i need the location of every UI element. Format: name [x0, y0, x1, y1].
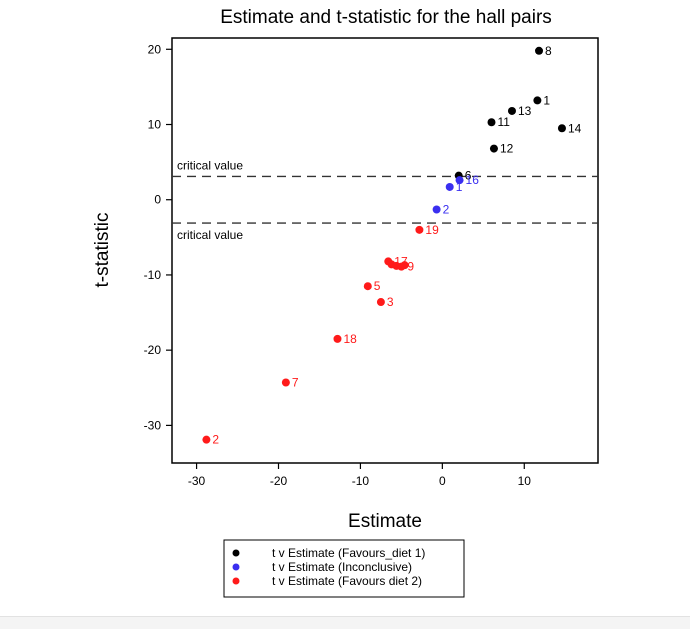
critical-value-label: critical value: [177, 228, 243, 242]
point-label: 9: [407, 260, 414, 274]
y-tick-label: -20: [144, 343, 162, 357]
legend-entry: t v Estimate (Inconclusive): [272, 560, 412, 574]
y-tick-label: -10: [144, 268, 162, 282]
data-point: [535, 46, 544, 55]
y-tick-label: 10: [148, 118, 162, 132]
data-point: [489, 144, 498, 153]
legend-marker: [232, 549, 240, 557]
point-label: 18: [343, 332, 357, 346]
data-point: [445, 182, 454, 191]
point-label: 7: [292, 376, 299, 390]
point-label: 6: [465, 169, 472, 183]
legend-entry: t v Estimate (Favours diet 2): [272, 574, 422, 588]
legend-entry: t v Estimate (Favours_diet 1): [272, 546, 425, 560]
x-tick-label: -30: [188, 474, 206, 488]
point-label: 1: [456, 180, 463, 194]
critical-value-label: critical value: [177, 158, 243, 172]
x-tick-label: 0: [439, 474, 446, 488]
data-point: [507, 106, 516, 115]
data-point: [415, 225, 424, 234]
data-point: [202, 435, 211, 444]
point-label: 19: [425, 223, 439, 237]
data-point: [533, 96, 542, 105]
data-point: [281, 378, 290, 387]
point-label: 11: [498, 115, 511, 129]
x-tick-label: -10: [352, 474, 370, 488]
plot-frame: [171, 37, 599, 464]
point-label: 3: [387, 295, 394, 309]
point-label: 13: [518, 104, 532, 118]
legend-box: [223, 539, 465, 598]
data-point: [455, 176, 464, 185]
data-point: [557, 124, 566, 133]
y-axis-label: t-statistic: [92, 213, 113, 288]
data-point: [376, 298, 385, 307]
legend-marker: [232, 563, 240, 571]
point-label: 12: [500, 142, 514, 156]
legend-marker: [232, 577, 240, 585]
point-label: 2: [443, 203, 450, 217]
data-point: [333, 334, 342, 343]
y-tick-label: 20: [148, 42, 162, 56]
y-tick-label: 0: [154, 193, 161, 207]
x-axis-label: Estimate: [348, 511, 422, 532]
chart-title: Estimate and t-statistic for the hall pa…: [220, 7, 552, 28]
point-label: 14: [568, 121, 582, 135]
data-point: [400, 261, 409, 270]
point-label: 2: [212, 433, 219, 447]
x-tick-label: -20: [270, 474, 288, 488]
point-label: 16: [466, 173, 480, 187]
data-point: [432, 205, 441, 214]
legend: t v Estimate (Favours_diet 1)t v Estimat…: [223, 539, 465, 598]
critical-value-lines: critical value critical value: [172, 158, 598, 242]
data-point: [363, 282, 372, 291]
y-tick-label: -30: [144, 418, 162, 432]
y-axis: 20 10 0 -10 -20 -30: [144, 42, 172, 432]
x-axis: -30 -20 -10 0 10: [188, 463, 531, 488]
data-point: [487, 118, 496, 127]
x-tick-label: 10: [518, 474, 532, 488]
point-label: 8: [545, 44, 552, 58]
point-label: 5: [374, 279, 381, 293]
point-label: 1: [543, 93, 550, 107]
window-footer-strip: [0, 616, 690, 629]
